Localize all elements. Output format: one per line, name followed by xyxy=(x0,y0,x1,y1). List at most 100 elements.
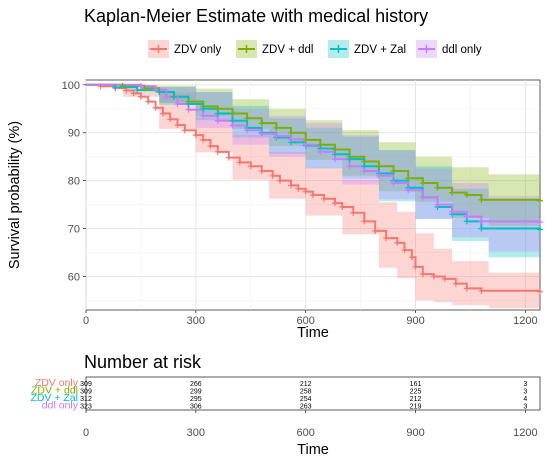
risk-row-label-zdv-ddl: ZDV + ddl xyxy=(31,385,78,397)
censor-marks xyxy=(97,82,543,295)
risk-value: 212 xyxy=(300,381,312,388)
censor-mark xyxy=(478,196,485,203)
censor-mark xyxy=(441,275,448,282)
censor-mark xyxy=(405,187,412,194)
censor-mark xyxy=(302,141,309,148)
censor-mark xyxy=(163,93,170,100)
censor-mark xyxy=(167,116,174,123)
censor-mark xyxy=(537,197,543,204)
censor-mark xyxy=(123,87,130,94)
censor-mark xyxy=(200,112,207,119)
censor-mark xyxy=(200,105,207,112)
risk-value: 266 xyxy=(190,381,202,388)
chart-title: Kaplan-Meier Estimate with medical histo… xyxy=(84,6,428,26)
censor-mark xyxy=(320,195,327,202)
censor-mark xyxy=(537,219,543,226)
censor-mark xyxy=(141,85,148,92)
censor-mark xyxy=(174,122,181,129)
censor-mark xyxy=(375,163,382,170)
censor-mark xyxy=(200,136,207,143)
risk-value: 219 xyxy=(410,404,422,411)
risk-value: 323 xyxy=(80,404,92,411)
censor-mark xyxy=(419,194,426,201)
censor-mark xyxy=(302,188,309,195)
censor-mark xyxy=(156,88,163,95)
censor-mark xyxy=(537,288,543,295)
legend-label: ZDV + Zal xyxy=(354,44,406,56)
risk-value: 161 xyxy=(410,381,422,388)
risk-value: 309 xyxy=(80,381,92,388)
censor-mark xyxy=(478,225,485,232)
censor-mark xyxy=(339,203,346,210)
censor-mark xyxy=(394,239,401,246)
y-tick-label: 80 xyxy=(68,176,80,188)
x-tick-label: 900 xyxy=(406,315,424,327)
censor-mark xyxy=(401,247,408,254)
x-axis-label: Time xyxy=(297,325,329,341)
censor-mark xyxy=(295,185,302,192)
y-tick-label: 100 xyxy=(62,80,80,92)
risk-value: 258 xyxy=(300,389,312,396)
censor-mark xyxy=(247,163,254,170)
censor-mark xyxy=(449,208,456,215)
censor-mark xyxy=(408,254,415,261)
censor-mark xyxy=(214,110,221,117)
censor-mark xyxy=(419,271,426,278)
risk-row-label-zdv-only: ZDV only xyxy=(35,377,79,389)
risk-value: 4 xyxy=(523,396,527,403)
risk-value: 263 xyxy=(300,404,312,411)
risk-table-panel xyxy=(85,376,541,411)
censor-mark xyxy=(419,180,426,187)
risk-x-axis-label: Time xyxy=(297,442,329,458)
censor-mark xyxy=(537,226,543,233)
censor-mark xyxy=(214,148,221,155)
censor-mark xyxy=(383,235,390,242)
censor-mark xyxy=(346,156,353,163)
censor-mark xyxy=(258,130,265,137)
censor-mark xyxy=(159,110,166,117)
censor-mark xyxy=(463,285,470,292)
censor-mark xyxy=(434,201,441,208)
ci-band-zdv-ddl xyxy=(86,84,540,227)
legend-item-zdv-zal: ZDV + Zal xyxy=(328,40,406,58)
risk-value: 309 xyxy=(80,389,92,396)
censor-mark xyxy=(137,93,144,100)
risk-x-tick-label: 300 xyxy=(187,427,205,439)
risk-table-title: Number at risk xyxy=(84,352,202,372)
censor-mark xyxy=(97,83,104,90)
censor-mark xyxy=(434,184,441,191)
censor-mark xyxy=(244,115,251,122)
censor-mark xyxy=(269,172,276,179)
y-tick-label: 70 xyxy=(68,224,80,236)
risk-x-tick-label: 900 xyxy=(406,427,424,439)
censor-mark xyxy=(112,84,119,91)
censor-mark xyxy=(463,192,470,198)
censor-mark xyxy=(452,280,459,287)
y-tick-label: 60 xyxy=(68,271,80,283)
censor-mark xyxy=(273,124,280,131)
risk-x-tick-label: 1200 xyxy=(513,427,537,439)
x-tick-label: 600 xyxy=(296,315,314,327)
risk-value: 212 xyxy=(410,396,422,403)
risk-value: 3 xyxy=(523,381,527,388)
legend: ZDV only ZDV + ddl ZDV + Zal ddl only xyxy=(148,40,482,58)
legend-item-zdv-only: ZDV only xyxy=(148,40,222,58)
censor-mark xyxy=(331,200,338,207)
censor-mark xyxy=(181,127,188,134)
censor-mark xyxy=(463,213,470,220)
legend-label: ZDV + ddl xyxy=(262,44,313,56)
x-tick-label: 300 xyxy=(187,315,205,327)
y-axis-label: Survival probability (%) xyxy=(7,121,23,269)
x-tick-label: 1200 xyxy=(513,315,537,327)
censor-mark xyxy=(412,263,419,270)
legend-item-ddl-only: ddl only xyxy=(416,40,482,58)
risk-x-tick-label: 0 xyxy=(83,427,89,439)
censor-mark xyxy=(130,90,137,97)
censor-mark xyxy=(185,100,192,107)
censor-mark xyxy=(375,172,382,179)
censor-mark xyxy=(405,175,412,182)
censor-mark xyxy=(288,129,295,136)
censor-mark xyxy=(273,133,280,140)
censor-mark xyxy=(192,132,199,139)
risk-value: 3 xyxy=(523,404,527,411)
